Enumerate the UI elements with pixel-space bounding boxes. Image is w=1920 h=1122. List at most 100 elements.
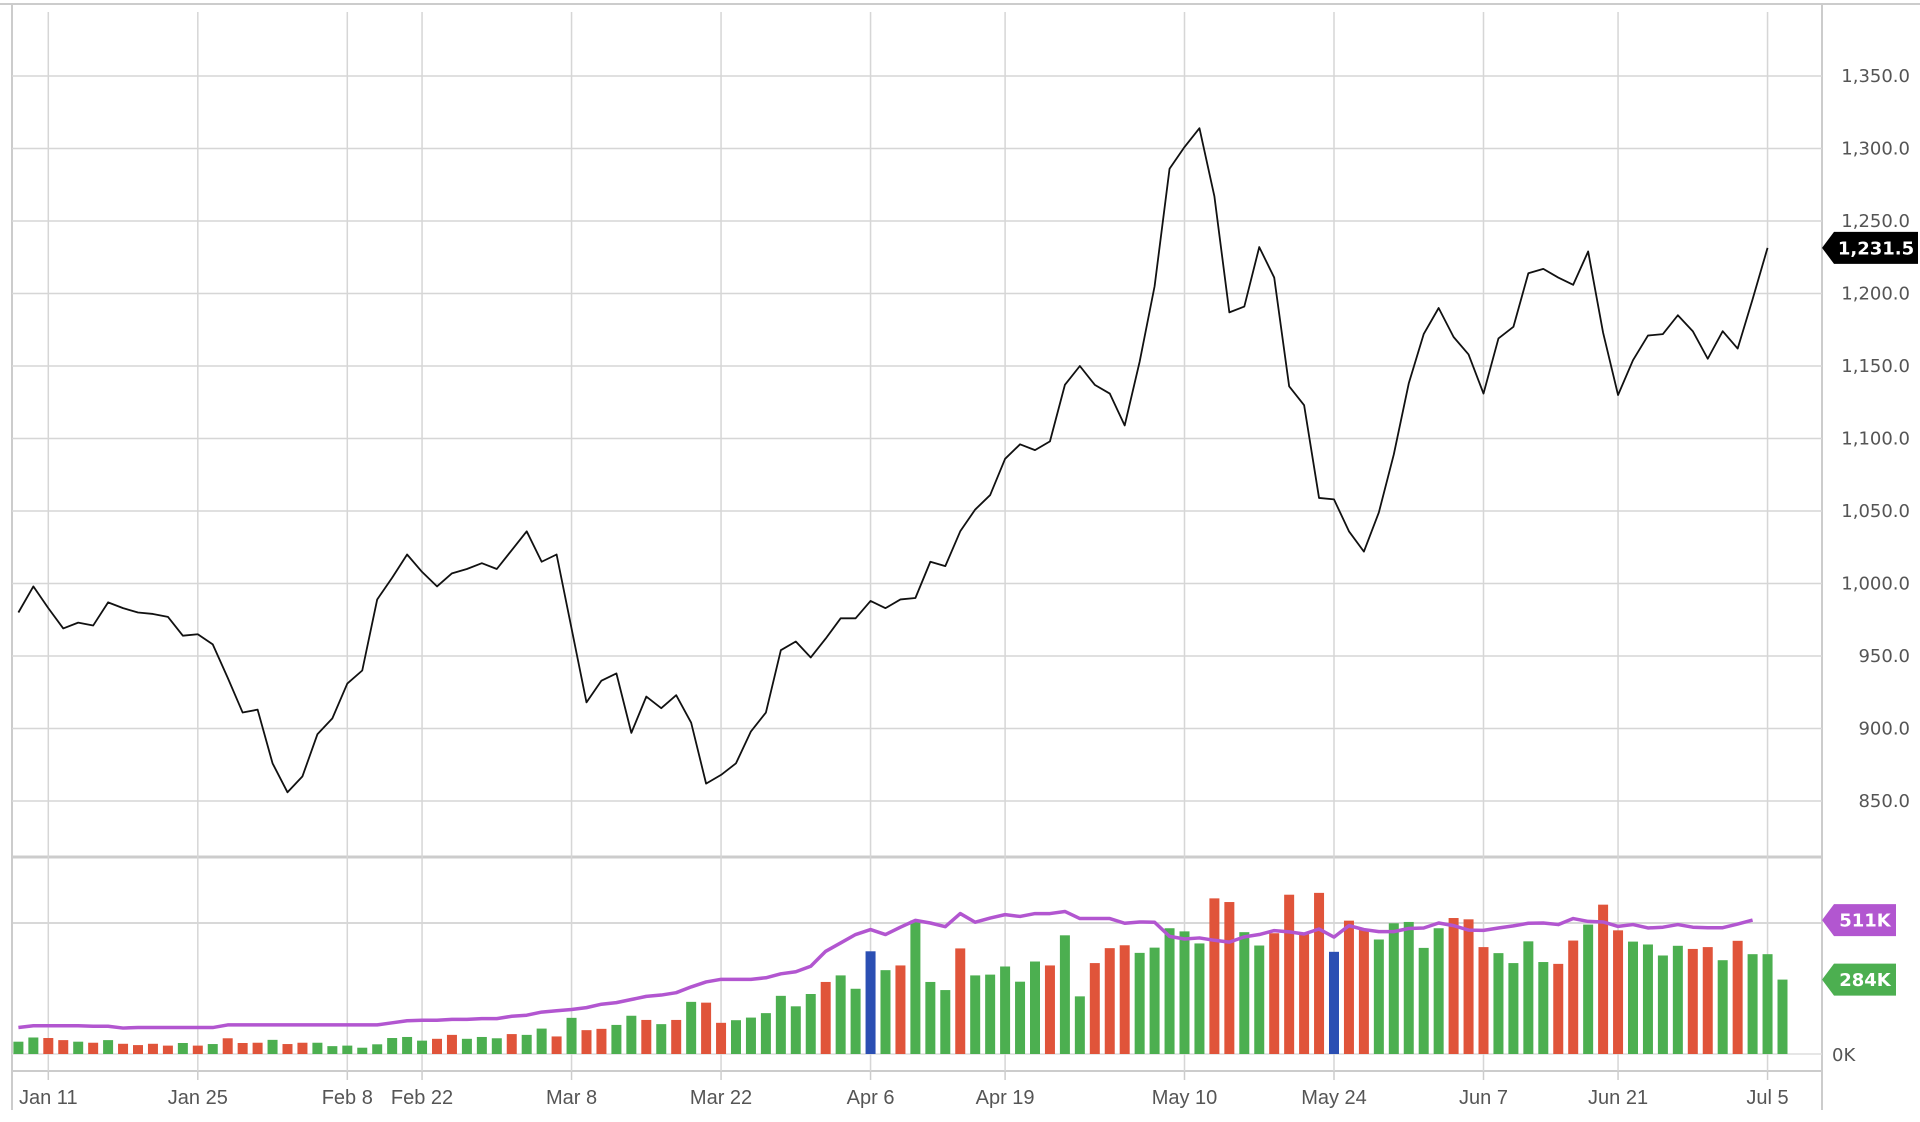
volume-bar [1015, 981, 1026, 1054]
volume-bar [1418, 947, 1429, 1054]
date-tick-label: May 24 [1301, 1087, 1367, 1109]
volume-bar [566, 1017, 577, 1054]
volume-bar [1373, 939, 1384, 1054]
volume-bar [1538, 962, 1549, 1054]
volume-bar [43, 1038, 54, 1054]
volume-bar [1194, 943, 1205, 1054]
price-tick-label: 1,100.0 [1841, 429, 1910, 450]
volume-bar [357, 1047, 368, 1054]
volume-bar [716, 1022, 727, 1054]
volume-average-badge: 511K [1822, 904, 1896, 937]
volume-bar [940, 990, 951, 1054]
volume-bar [1463, 919, 1474, 1054]
volume-bar [1403, 921, 1414, 1054]
date-tick-label: Apr 6 [847, 1087, 895, 1109]
date-tick-label: Jun 7 [1459, 1087, 1508, 1109]
volume-bar [581, 1030, 592, 1054]
volume-bar [820, 981, 831, 1054]
volume-bar [1583, 924, 1594, 1054]
volume-bar [1687, 948, 1698, 1054]
volume-bar [1164, 928, 1175, 1054]
volume-bar [671, 1019, 682, 1054]
volume-bar [1657, 955, 1668, 1054]
volume-bar [641, 1019, 652, 1054]
date-tick-label: Jan 11 [19, 1087, 78, 1109]
volume-bar [267, 1039, 278, 1054]
volume-average-label: 511K [1839, 911, 1892, 932]
volume-bar [58, 1040, 69, 1054]
volume-bar [596, 1028, 607, 1054]
volume-bar [147, 1043, 158, 1054]
volume-bar [1329, 951, 1339, 1054]
volume-bar [1149, 947, 1160, 1054]
volume-bar [1642, 944, 1653, 1054]
volume-bar [1358, 929, 1369, 1054]
volume-bar [1493, 953, 1504, 1054]
volume-bar [611, 1024, 622, 1054]
volume-bar [745, 1017, 756, 1054]
volume-bar [1747, 954, 1758, 1054]
date-tick-label: Mar 8 [546, 1087, 597, 1109]
volume-bar [970, 975, 981, 1054]
volume-bar [1000, 966, 1011, 1054]
date-tick-label: Apr 19 [976, 1087, 1035, 1109]
volume-bar [476, 1036, 487, 1054]
volume-last-badge: 284K [1822, 963, 1896, 996]
volume-bar [446, 1034, 457, 1054]
price-tick-label: 1,250.0 [1841, 211, 1910, 232]
price-last-badge: 1,231.5 [1822, 231, 1918, 264]
date-tick-label: May 10 [1152, 1087, 1218, 1109]
volume-bar [207, 1044, 218, 1054]
volume-bar [1553, 963, 1564, 1054]
volume-bar [1089, 963, 1100, 1054]
date-tick-label: Jul 5 [1746, 1087, 1788, 1109]
volume-bar [1074, 996, 1085, 1054]
volume-bar [177, 1042, 188, 1054]
date-tick-label: Feb 8 [322, 1087, 373, 1109]
volume-bar [536, 1028, 547, 1054]
volume-bar [1433, 928, 1444, 1054]
volume-bar [521, 1034, 532, 1054]
volume-bar [1119, 945, 1130, 1054]
value-badges: 1,231.5 511K 284K [1822, 231, 1918, 996]
volume-bar [910, 920, 921, 1054]
volume-bar [417, 1040, 428, 1054]
price-line [17, 127, 1769, 794]
volume-bar [731, 1020, 741, 1054]
volume-bar [1777, 979, 1788, 1054]
volume-bar [1134, 952, 1145, 1054]
volume-bar [925, 981, 936, 1054]
volume-bar [1179, 931, 1190, 1054]
volume-bar [880, 970, 891, 1054]
volume-bar [1314, 892, 1325, 1054]
volume-bar [1628, 941, 1638, 1054]
volume-panel [13, 892, 1788, 1054]
volume-bar [1343, 920, 1354, 1054]
volume-bar [1269, 933, 1280, 1054]
volume-bar [297, 1042, 308, 1054]
volume-bar [1508, 963, 1519, 1054]
volume-bar [402, 1036, 413, 1054]
volume-bar [955, 948, 966, 1054]
volume-bar [1209, 898, 1220, 1054]
volume-bar [760, 1013, 771, 1054]
volume-bar [1224, 902, 1235, 1054]
volume-bar [327, 1046, 338, 1054]
volume-bar [1059, 935, 1070, 1054]
volume-average-line [18, 909, 1754, 1030]
volume-bar [1254, 945, 1265, 1054]
volume-bar [282, 1044, 293, 1054]
price-tick-label: 1,350.0 [1841, 66, 1910, 87]
volume-bar [192, 1045, 203, 1054]
price-last-label: 1,231.5 [1838, 238, 1914, 259]
price-tick-label: 1,200.0 [1841, 284, 1910, 305]
volume-bar [342, 1045, 353, 1054]
volume-bar [432, 1038, 442, 1054]
price-tick-label: 1,050.0 [1841, 501, 1910, 522]
volume-bar [1044, 965, 1055, 1054]
volume-bar [775, 995, 786, 1054]
volume-last-label: 284K [1839, 970, 1892, 991]
volume-bar [73, 1041, 84, 1054]
volume-bar [237, 1042, 248, 1054]
